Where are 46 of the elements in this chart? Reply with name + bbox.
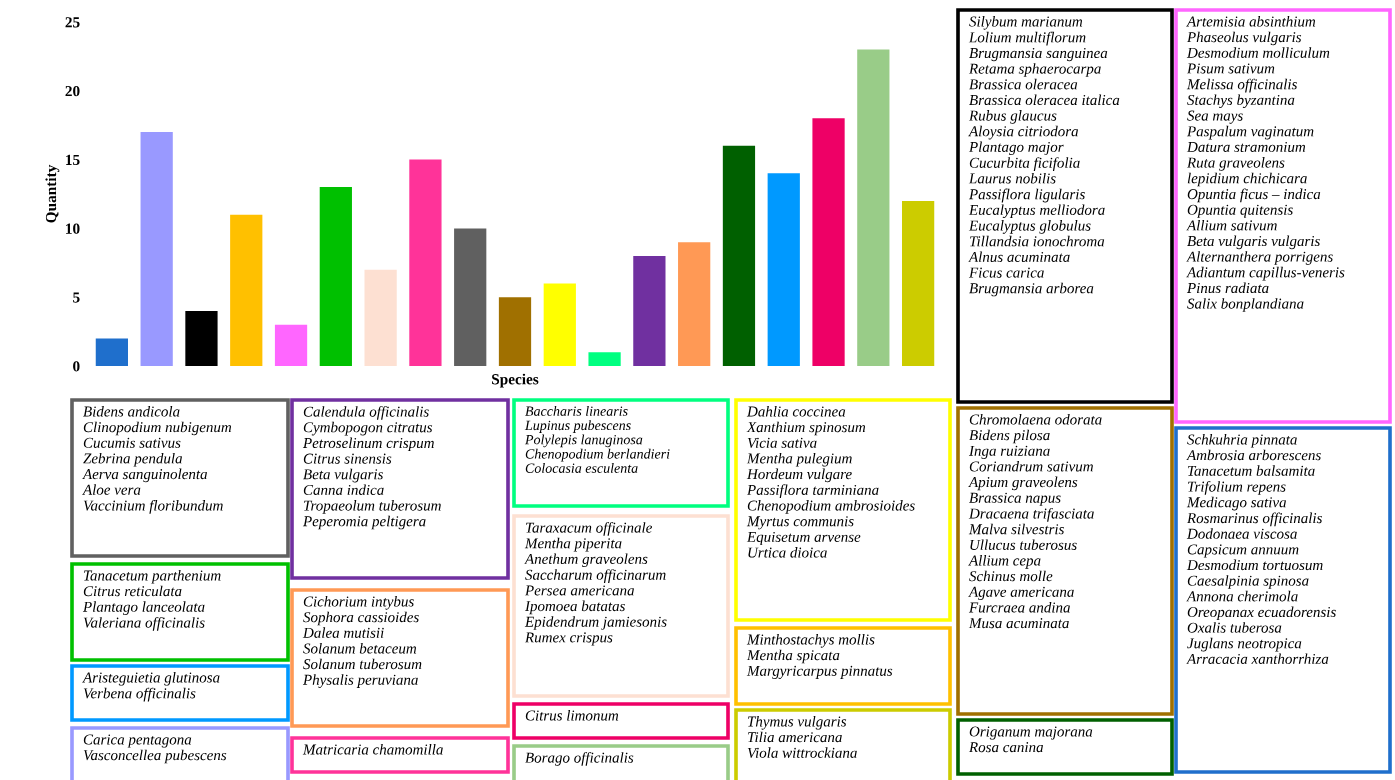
text: Aristeguietia glutinosa Verbena officinalis (82, 672, 220, 702)
bar (857, 49, 890, 366)
bar (140, 132, 173, 366)
bar (185, 310, 218, 366)
bar (454, 228, 487, 366)
text: Thymus vulgaris Tilia americana Viola wittrockiana (747, 716, 857, 758)
text: Silybum marianum Lolium multiflorum Brugmansia sanguinea Retama sphaerocarpa Brassica oleracea Brassica oleracea italica Rubus glaucus Aloysia citriodora Plantago major Cucurbita ficifolia Laurus nobilis Passiflora ligularis Eucalyptus melliodora Eucalyptus globulus Tillandsia ionochroma Alnus acuminata Ficus carica Brugmansia arborea (968, 16, 1120, 297)
text: Schkuhria pinnata Ambrosia arborescens Tanacetum balsamita Trifolium repens Medicago sativa Rosmarinus officinalis Dodonaea viscosa Capsicum annuum Desmodium tortuosum Caesalpinia spinosa Annona cherimola Oreopanax ecuadorensis Oxalis tuberosa Juglans neotropica Arracacia xanthorrhiza (1186, 434, 1336, 665)
bar (409, 159, 442, 366)
bar (319, 187, 352, 366)
text: Bidens andicola Clinopodium nubigenum Cucumis sativus Zebrina pendula Aerva sanguinolenta Aloe vera Vaccinium floribundum (82, 406, 232, 514)
y-tick-label: 0 (73, 361, 80, 372)
text: Chromolaena odorata Bidens pilosa Inga ruiziana Coriandrum sativum Apium graveolens Brassica napus Dracaena trifasciata Malva silvestris Ullucus tuberosus Allium cepa Schinus molle Agave americana Furcraea andina Musa acuminata (968, 414, 1102, 629)
text: Origanum majorana Rosa canina (968, 726, 1093, 753)
bar (722, 145, 756, 366)
text: Minthostachys mollis Mentha spicata Margyricarpus pinnatus (746, 634, 893, 679)
text: Borago officinalis (525, 752, 634, 766)
text: Matricaria chamomilla (302, 744, 443, 755)
bar (274, 324, 308, 366)
bar (678, 242, 711, 366)
bar (95, 338, 128, 366)
text: Baccharis linearis Lupinus pubescens Polylepis lanuginosa Chenopodium berlandieri Colocasia esculenta (524, 406, 670, 473)
y-tick-label: 15 (66, 154, 80, 166)
bar (588, 352, 621, 366)
y-tick-label: 20 (65, 85, 80, 97)
bar (498, 297, 532, 366)
y-tick-label: 25 (65, 17, 80, 28)
bar (230, 214, 263, 366)
bar (633, 255, 666, 366)
bar (812, 118, 845, 366)
bar (902, 200, 935, 366)
x-axis-title: Species (492, 373, 539, 388)
text: Calendula officinalis Cymbopogon citratus Petroselinum crispum Citrus sinensis Beta vulgaris Canna indica Tropaeolum tuberosum Peperomia peltigera (302, 406, 441, 530)
bar (767, 173, 800, 366)
y-axis-title: Quantity (45, 164, 60, 223)
text: Artemisia absinthium Phaseolus vulgaris Desmodium molliculum Pisum sativum Melissa officinalis Stachys byzantina Sea mays Paspalum vaginatum Datura stramonium Ruta graveolens lepidium chichicara Opuntia ficus – indica Opuntia quitensis Allium sativum Beta vulgaris vulgaris Alternanthera porrigens Adiantum capillus-veneris Pinus radiata Salix bonplandiana (1186, 16, 1345, 312)
text: Carica pentagona Vasconcellea pubescens (83, 734, 227, 764)
text: Cichorium intybus Sophora cassioides Dalea mutisii Solanum betaceum Solanum tuberosum Physalis peruviana (302, 596, 422, 688)
text: Taraxacum officinale Mentha piperita Anethum graveolens Saccharum officinarum Persea americana Ipomoea batatas Epidendrum jamiesonis Rumex crispus (524, 522, 667, 646)
y-tick-label: 5 (73, 292, 80, 303)
bar (364, 269, 397, 366)
text: Tanacetum parthenium Citrus reticulata Plantago lanceolata Valeriana officinalis (82, 570, 221, 631)
text: Dahlia coccinea Xanthium spinosum Vicia sativa Mentha pulegium Hordeum vulgare Passiflora tarminiana Chenopodium ambrosioides Myrtus communis Equisetum arvense Urtica dioica (746, 406, 915, 558)
y-tick-label: 10 (66, 223, 80, 234)
bar (543, 283, 576, 366)
text: Citrus limonum (525, 710, 619, 721)
